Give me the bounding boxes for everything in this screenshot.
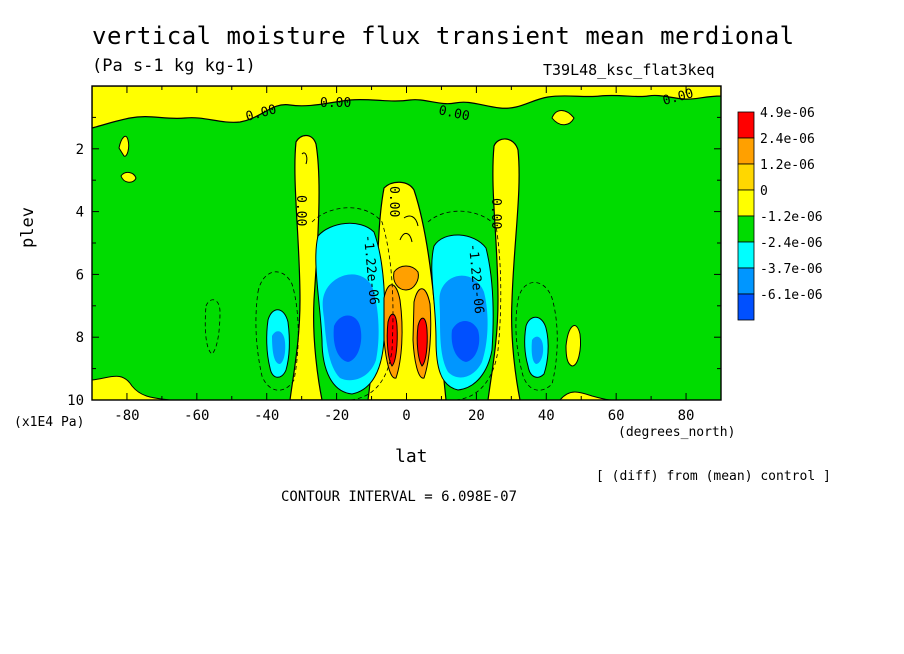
x-tick-label: -80 xyxy=(114,408,139,424)
x-tick-label: -40 xyxy=(254,408,279,424)
contour-label: -1.22e-06 xyxy=(360,234,381,305)
x-tick-label: -20 xyxy=(324,408,349,424)
negative-lobe-north-core xyxy=(451,321,480,362)
legend-label: -6.1e-06 xyxy=(760,288,823,303)
legend-label: 2.4e-06 xyxy=(760,132,815,147)
contour-label: 0.00 xyxy=(293,195,308,226)
x-tick-label: 80 xyxy=(678,408,695,424)
legend-swatch xyxy=(737,215,755,243)
positive-contours xyxy=(301,152,419,243)
top-positive-band xyxy=(92,86,721,129)
legend-label: -3.7e-06 xyxy=(760,262,823,277)
y-tick-label: 10 xyxy=(67,393,84,409)
legend-label: 0 xyxy=(760,184,768,199)
y-axis-unit: (x1E4 Pa) xyxy=(14,415,85,430)
legend-swatch xyxy=(737,163,755,191)
chart-title: vertical moisture flux transient mean me… xyxy=(92,22,795,50)
positive-blob xyxy=(120,171,137,183)
run-id: T39L48_ksc_flat3keq xyxy=(543,61,715,79)
chart-units: (Pa s-1 kg kg-1) xyxy=(92,56,256,76)
legend-label: -1.2e-06 xyxy=(760,210,823,225)
positive-core-north-peak xyxy=(416,317,428,367)
contour-fill: 0.00 0.00 0.00 0.00 0.00 0.00 0.00 -1.22… xyxy=(92,86,721,400)
positive-blob xyxy=(118,135,130,157)
y-tick-label: 8 xyxy=(76,330,84,346)
legend-swatch xyxy=(737,241,755,269)
negative-lobe-south-core xyxy=(333,315,362,362)
y-axis-label: plev xyxy=(18,207,38,248)
positive-column-south xyxy=(289,134,323,400)
x-tick-label: 20 xyxy=(468,408,485,424)
legend-swatch xyxy=(737,137,755,165)
contour-label: 0.00 xyxy=(437,103,471,124)
contour-label: 0.00 xyxy=(386,186,401,217)
contour-label: -1.22e-06 xyxy=(465,243,486,314)
x-tick-label: 60 xyxy=(608,408,625,424)
legend-label: 4.9e-06 xyxy=(760,106,815,121)
legend-label: -2.4e-06 xyxy=(760,236,823,251)
legend-swatch xyxy=(737,111,755,139)
x-tick-label: 0 xyxy=(402,408,410,424)
positive-blob xyxy=(565,324,581,367)
legend-label: 1.2e-06 xyxy=(760,158,815,173)
axes: -80 -60 -40 -20 0 20 40 60 80 2 4 6 8 10 xyxy=(67,86,722,424)
legend-swatch xyxy=(737,189,755,217)
legend: 4.9e-06 2.4e-06 1.2e-06 0 -1.2e-06 -2.4e-06 -3… xyxy=(737,106,823,321)
negative-contours xyxy=(204,207,558,400)
legend-swatch xyxy=(737,293,755,321)
x-tick-label: 40 xyxy=(538,408,555,424)
x-axis-label: lat xyxy=(395,446,428,467)
y-tick-label: 6 xyxy=(76,267,84,283)
y-tick-label: 2 xyxy=(76,142,84,158)
negative-lobe-far-north-core xyxy=(531,336,544,364)
contour-label: 0.00 xyxy=(320,96,351,111)
y-tick-label: 4 xyxy=(76,205,84,221)
positive-column-north xyxy=(487,138,521,400)
diff-note: [ (diff) from (mean) control ] xyxy=(596,469,831,484)
positive-blob xyxy=(551,110,575,126)
positive-upper-core xyxy=(393,265,419,291)
contour-interval: CONTOUR INTERVAL = 6.098E-07 xyxy=(281,489,518,505)
x-axis-unit: (degrees_north) xyxy=(618,425,736,440)
x-tick-label: -60 xyxy=(184,408,209,424)
legend-swatch xyxy=(737,267,755,295)
contour-label: 0.00 xyxy=(488,198,503,229)
negative-lobe-far-south-core xyxy=(272,331,286,364)
